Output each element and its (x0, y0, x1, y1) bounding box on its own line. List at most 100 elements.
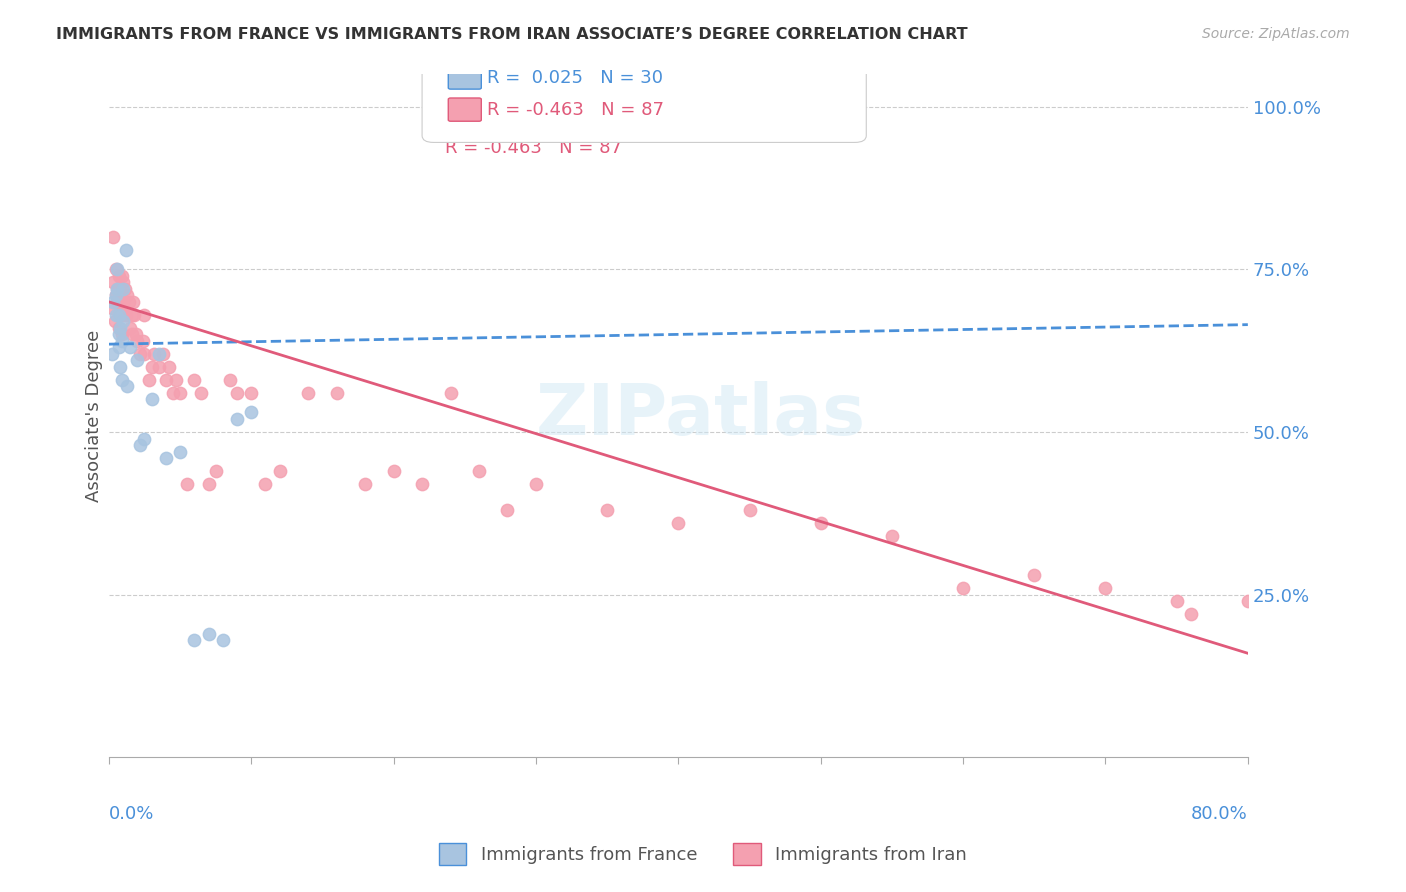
Point (138, 373, 160, 387)
Point (110, 308, 132, 322)
Text: 80.0%: 80.0% (1191, 805, 1249, 823)
Point (152, 347, 174, 361)
Point (148, 359, 170, 374)
Point (1180, 607, 1202, 622)
Point (120, 340, 142, 354)
Point (134, 432, 156, 446)
Point (120, 321, 142, 335)
Text: R = -0.463   N = 87: R = -0.463 N = 87 (486, 101, 664, 119)
Point (269, 464, 291, 478)
Y-axis label: Associate's Degree: Associate's Degree (86, 330, 103, 502)
Point (197, 477, 219, 491)
Point (111, 334, 134, 348)
Point (240, 405, 263, 419)
Point (111, 268, 134, 283)
Point (105, 294, 128, 309)
Point (596, 503, 619, 517)
Point (1393, 646, 1406, 660)
Point (105, 282, 128, 296)
FancyBboxPatch shape (422, 50, 866, 143)
Point (117, 288, 139, 302)
Point (127, 353, 149, 368)
Point (110, 282, 132, 296)
Point (122, 294, 145, 309)
Point (240, 386, 263, 401)
Point (218, 373, 240, 387)
Point (1336, 620, 1358, 634)
Text: R =  0.025   N = 30: R = 0.025 N = 30 (486, 69, 664, 87)
Point (810, 516, 832, 530)
Point (1308, 633, 1330, 648)
Point (141, 392, 163, 407)
Point (111, 327, 134, 342)
Point (114, 282, 136, 296)
Point (114, 308, 136, 322)
Point (183, 373, 205, 387)
Point (134, 347, 156, 361)
Point (104, 288, 127, 302)
Legend: Immigrants from France, Immigrants from Iran: Immigrants from France, Immigrants from … (430, 834, 976, 874)
Point (108, 308, 131, 322)
Point (204, 464, 226, 478)
Point (1279, 607, 1302, 622)
Point (105, 262, 128, 277)
Point (125, 327, 148, 342)
Point (129, 438, 152, 452)
Point (1294, 620, 1316, 634)
Point (1166, 594, 1188, 608)
Point (104, 262, 127, 277)
Point (108, 340, 131, 354)
Point (880, 529, 903, 543)
Text: IMMIGRANTS FROM FRANCE VS IMMIGRANTS FROM IRAN ASSOCIATE’S DEGREE CORRELATION CH: IMMIGRANTS FROM FRANCE VS IMMIGRANTS FRO… (56, 27, 967, 42)
Point (1094, 581, 1116, 595)
Point (254, 477, 277, 491)
Point (1237, 594, 1260, 608)
Point (155, 373, 177, 387)
Point (226, 386, 249, 401)
Point (1024, 568, 1046, 582)
Point (952, 581, 974, 595)
Point (165, 373, 187, 387)
Point (101, 294, 124, 309)
Point (100, 347, 122, 361)
Point (666, 516, 689, 530)
Point (117, 379, 139, 393)
Point (162, 386, 184, 401)
FancyBboxPatch shape (449, 66, 481, 89)
Point (354, 477, 377, 491)
Point (197, 626, 219, 640)
Point (103, 314, 125, 328)
Point (190, 386, 212, 401)
Point (132, 334, 155, 348)
Point (115, 308, 138, 322)
Point (110, 359, 132, 374)
Point (101, 229, 124, 244)
Point (1365, 646, 1388, 660)
Point (325, 386, 347, 401)
Point (104, 308, 127, 322)
Point (1322, 633, 1344, 648)
Point (157, 359, 180, 374)
Text: Source: ZipAtlas.com: Source: ZipAtlas.com (1202, 27, 1350, 41)
Point (110, 321, 132, 335)
Point (143, 347, 166, 361)
Point (411, 477, 433, 491)
Point (439, 386, 461, 401)
Point (169, 386, 191, 401)
Point (524, 477, 547, 491)
Point (108, 327, 131, 342)
Point (183, 633, 205, 648)
Text: R = -0.463   N = 87: R = -0.463 N = 87 (444, 139, 621, 157)
Point (297, 386, 319, 401)
FancyBboxPatch shape (449, 98, 481, 121)
Text: 0.0%: 0.0% (108, 805, 155, 823)
Point (124, 308, 146, 322)
Point (738, 503, 761, 517)
Point (155, 451, 177, 466)
Point (382, 464, 405, 478)
Point (112, 282, 135, 296)
Point (226, 412, 249, 426)
Point (108, 321, 131, 335)
Point (112, 294, 135, 309)
Point (127, 334, 149, 348)
